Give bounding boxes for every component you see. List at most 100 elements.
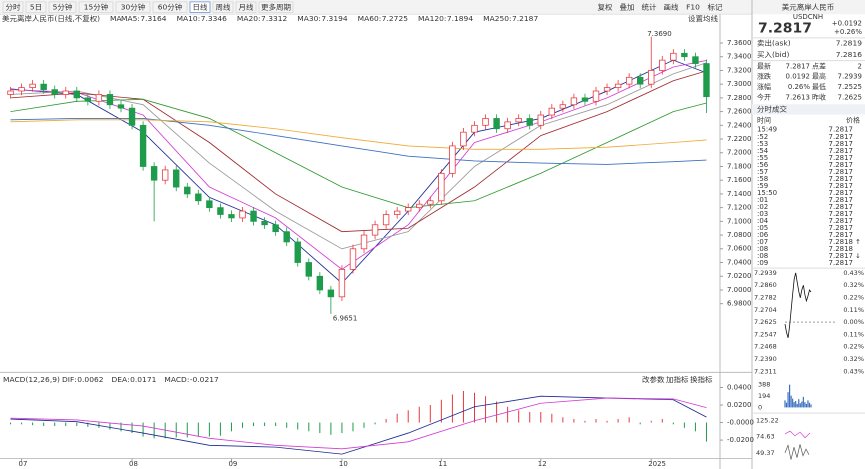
tab-bg[interactable]: [2, 1, 24, 13]
candle-body: [7, 90, 14, 95]
mini-price-tick: 7.2311: [754, 368, 777, 375]
tab-bg[interactable]: [258, 1, 294, 13]
volume-bar: [793, 402, 795, 408]
tab[interactable]: 周线: [216, 3, 232, 12]
indicator-line: [784, 430, 811, 439]
tab[interactable]: 更多周期: [261, 3, 291, 12]
tab-bg[interactable]: [48, 1, 77, 13]
ma-line: [10, 70, 707, 233]
macd-line: [10, 395, 707, 455]
tab[interactable]: 15分钟: [84, 3, 109, 12]
tab[interactable]: 日线: [193, 3, 209, 12]
bid: 7.2816: [836, 50, 863, 59]
y-tick-label: 7.3000: [727, 80, 751, 88]
trades-title: 分时成交: [757, 105, 787, 114]
trade-price: 7.2817: [829, 189, 853, 197]
candle-body: [139, 124, 147, 167]
volume-bar: [807, 400, 809, 408]
trade-time: :56: [757, 161, 768, 169]
indicator-tick: 49.37: [756, 450, 775, 457]
tab[interactable]: 分时: [6, 3, 22, 12]
trade-time: :05: [757, 224, 768, 232]
x-tick-label: 07: [19, 460, 28, 468]
trade-time: :59: [757, 182, 768, 190]
volume-tick: 194: [758, 393, 770, 400]
tab-bg[interactable]: [115, 1, 151, 13]
field-label: 最新: [757, 61, 771, 70]
tab-bg[interactable]: [25, 1, 47, 13]
candle-body: [117, 104, 125, 109]
y-tick-label: 7.0600: [727, 245, 751, 253]
candle-body: [482, 118, 489, 126]
time-header: 时间: [757, 115, 771, 124]
ma-label: MA: [110, 14, 122, 23]
tab-bg[interactable]: [189, 1, 211, 13]
candle-body: [206, 200, 213, 209]
trade-price: 7.2817: [829, 217, 853, 225]
y-tick-label: -0.0000: [727, 419, 754, 427]
trade-time: :52: [757, 133, 768, 141]
ma-setting[interactable]: 设置均线: [688, 14, 719, 23]
tool[interactable]: 复权: [598, 3, 614, 12]
field-value: 7.2625: [838, 94, 862, 102]
tab[interactable]: 5分钟: [53, 3, 73, 12]
tool[interactable]: 画线: [664, 3, 680, 12]
tool[interactable]: F10: [686, 3, 700, 12]
mini-pct-tick: 0.22%: [843, 295, 864, 302]
tab[interactable]: 30分钟: [121, 3, 146, 12]
tab-bg[interactable]: [212, 1, 234, 13]
y-tick-label: 7.3400: [727, 53, 751, 61]
candle-body: [438, 172, 445, 202]
candle-body: [51, 89, 58, 95]
mini-pct-tick: 0.11%: [843, 307, 864, 314]
y-tick-label: 6.9800: [727, 300, 751, 308]
trade-price: 7.2817: [829, 126, 853, 134]
candle-body: [592, 90, 600, 102]
indicator-button[interactable]: 换指标: [690, 375, 712, 384]
volume-bar: [787, 392, 789, 408]
ma-line: [10, 60, 707, 270]
legend-sep: :: [198, 14, 201, 23]
legend-sep: :: [444, 14, 447, 23]
trade-price: 7.2817: [829, 231, 853, 239]
mini-pct-tick: 0.11%: [843, 332, 864, 339]
candle-body: [173, 169, 180, 188]
tab-bg[interactable]: [152, 1, 188, 13]
indicator-button[interactable]: 加指标: [666, 375, 688, 384]
macd-line: [10, 397, 707, 450]
legend-sep: :: [379, 14, 382, 23]
quote-name: 美元离岸人民币: [782, 3, 834, 12]
candle-body: [570, 97, 578, 106]
legend-sep: :: [74, 375, 77, 384]
legend-name: MA10: [177, 14, 198, 23]
candle-body: [703, 63, 710, 98]
trade-time: :02: [757, 203, 768, 211]
tool[interactable]: 统计: [642, 3, 657, 12]
candle-body: [405, 207, 412, 212]
y-tick-label: 0.0400: [727, 384, 751, 392]
candle-body: [581, 97, 589, 102]
quote-change: +0.0192: [832, 20, 862, 28]
candle-body: [128, 107, 136, 126]
candle-body: [283, 231, 290, 243]
indicator-button[interactable]: 改参数: [642, 375, 665, 384]
trade-time: :07: [757, 238, 768, 246]
tab[interactable]: 5日: [30, 3, 42, 12]
tool[interactable]: 叠加: [620, 3, 635, 12]
x-tick-label: 10: [339, 460, 348, 468]
tab[interactable]: 月线: [239, 3, 255, 12]
legend-value: -0.0217: [190, 375, 219, 384]
tool[interactable]: 标记: [708, 3, 724, 12]
y-tick-label: 7.2800: [727, 94, 751, 102]
ask-label: 卖出(ask): [757, 39, 791, 48]
mini-price-tick: 7.2860: [754, 282, 777, 289]
tab[interactable]: 60分钟: [158, 3, 183, 12]
field-value: 0.0192: [786, 73, 810, 81]
ma-line: [10, 118, 707, 165]
trade-time: :03: [757, 210, 768, 218]
legend-value: 0.0062: [77, 375, 103, 384]
candle-body: [537, 114, 544, 126]
trade-price: 7.2817: [829, 140, 853, 148]
tab-bg[interactable]: [78, 1, 114, 13]
tab-bg[interactable]: [235, 1, 257, 13]
